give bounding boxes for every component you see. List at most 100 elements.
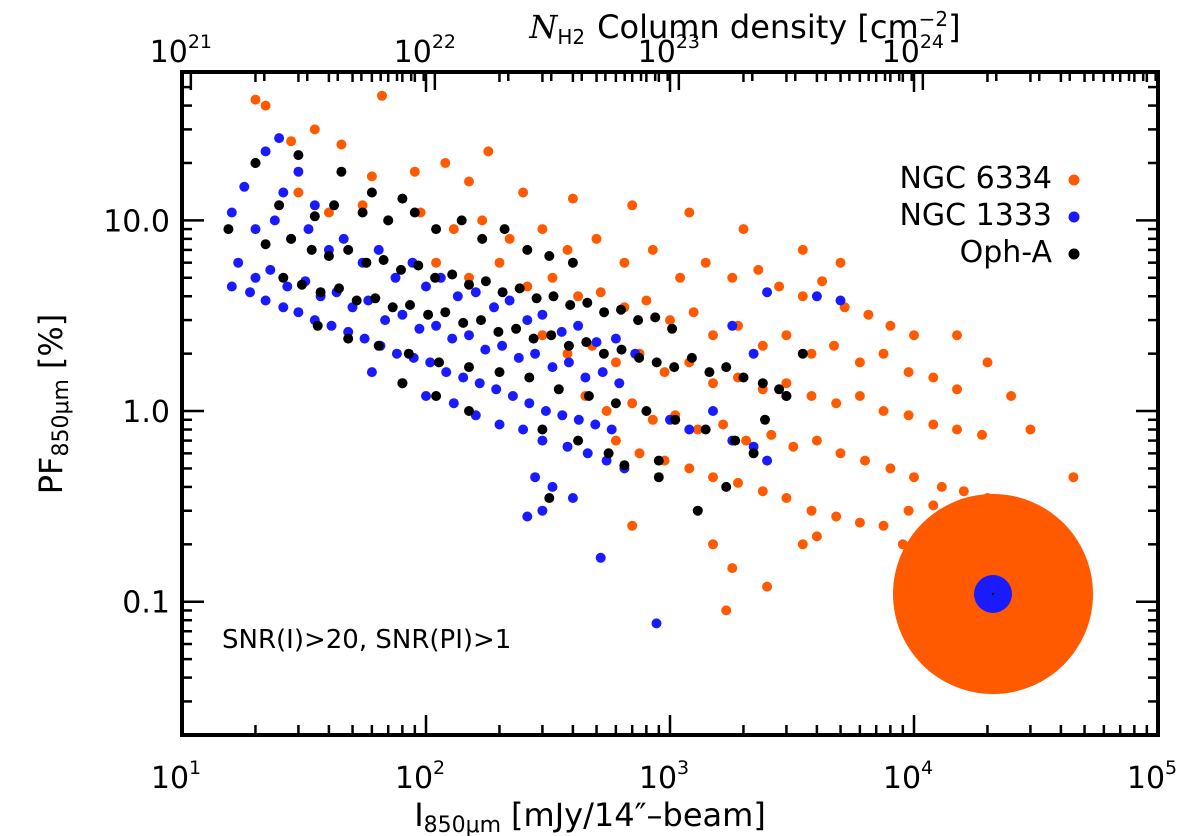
legend-marker (1068, 211, 1080, 223)
data-point (781, 493, 792, 503)
x-axis-title-rest: [mJy/14″–beam] (511, 796, 766, 834)
data-point (977, 429, 987, 440)
data-point (513, 352, 524, 363)
data-point (464, 406, 474, 416)
data-point (483, 146, 494, 157)
data-point (338, 233, 349, 244)
data-point (721, 362, 732, 373)
data-point (522, 511, 533, 522)
data-point (650, 312, 661, 323)
data-point (721, 481, 732, 492)
legend-marker (1068, 248, 1080, 260)
data-point (250, 94, 261, 105)
y-axis-title: PF850μm [%] (32, 314, 74, 495)
data-point (774, 384, 785, 395)
data-point (357, 207, 368, 218)
data-point (665, 315, 675, 326)
data-point (489, 302, 499, 313)
data-point (748, 448, 759, 459)
data-point (928, 419, 939, 430)
data-point (326, 320, 337, 331)
data-point (537, 424, 548, 435)
data-point (610, 357, 621, 368)
data-point (903, 505, 914, 516)
data-point (405, 300, 415, 310)
data-point (1006, 391, 1017, 401)
data-point (647, 414, 658, 425)
data-point (522, 244, 533, 255)
top-tick-label-base: 10 (150, 35, 188, 70)
data-point (456, 215, 467, 226)
data-point (309, 200, 320, 211)
data-point (727, 320, 738, 331)
data-point (692, 424, 703, 435)
data-point (250, 158, 261, 168)
data-point (274, 200, 285, 211)
data-point (753, 264, 764, 275)
data-point (806, 391, 817, 401)
data-point (788, 441, 799, 452)
data-point (226, 207, 237, 218)
data-point (522, 281, 533, 292)
data-point (269, 215, 280, 226)
data-point (651, 357, 662, 368)
data-point (447, 269, 458, 280)
data-point (323, 207, 334, 218)
data-point (296, 279, 307, 290)
x-tick-label-base: 10 (395, 761, 433, 796)
data-point (952, 424, 962, 435)
data-point (952, 330, 962, 341)
data-point (903, 367, 914, 378)
data-point (619, 257, 630, 268)
x-axis-title-base: I (414, 796, 423, 834)
data-point (464, 279, 474, 290)
data-point (562, 244, 573, 255)
data-point (293, 187, 304, 198)
data-point (704, 367, 715, 378)
data-point (431, 224, 442, 235)
data-point (548, 291, 559, 302)
data-point (806, 505, 817, 516)
series-oph-a (223, 150, 808, 516)
data-point (885, 463, 896, 474)
data-point (514, 283, 525, 294)
data-point (598, 348, 609, 359)
data-point (366, 171, 377, 182)
x-tick-label-base: 10 (1127, 761, 1165, 796)
data-point (610, 435, 621, 446)
data-point (491, 384, 502, 395)
data-point (647, 244, 658, 255)
data-point (557, 410, 568, 421)
x-tick-label: 101 (151, 757, 201, 796)
top-tick-label-exp: 22 (432, 31, 456, 53)
data-point (397, 378, 408, 389)
data-point (282, 281, 293, 292)
x-tick-label: 103 (639, 757, 689, 796)
data-point (781, 330, 792, 341)
data-point (464, 272, 474, 283)
data-point (885, 320, 896, 331)
top-tick-label-exp: 24 (920, 31, 944, 53)
data-point (286, 136, 297, 147)
data-point (634, 352, 645, 363)
data-point (563, 340, 574, 351)
x-tick-label: 102 (395, 757, 445, 796)
data-point (733, 477, 743, 488)
data-point (540, 406, 551, 416)
data-point (366, 367, 377, 378)
legend-label: NGC 1333 (899, 198, 1052, 233)
data-point (653, 472, 664, 483)
data-point (260, 146, 271, 157)
data-point (403, 348, 414, 359)
data-point (562, 441, 573, 452)
data-point (293, 150, 304, 161)
data-point (477, 215, 488, 226)
data-point (610, 333, 621, 344)
data-point (567, 257, 578, 268)
top-tick-label-base: 10 (882, 35, 920, 70)
series-ngc-6334 (250, 90, 1079, 616)
data-point (306, 244, 317, 255)
data-point (610, 398, 621, 409)
data-point (357, 200, 368, 211)
x-axis-title: I850μm [mJy/14″–beam] (414, 796, 766, 836)
